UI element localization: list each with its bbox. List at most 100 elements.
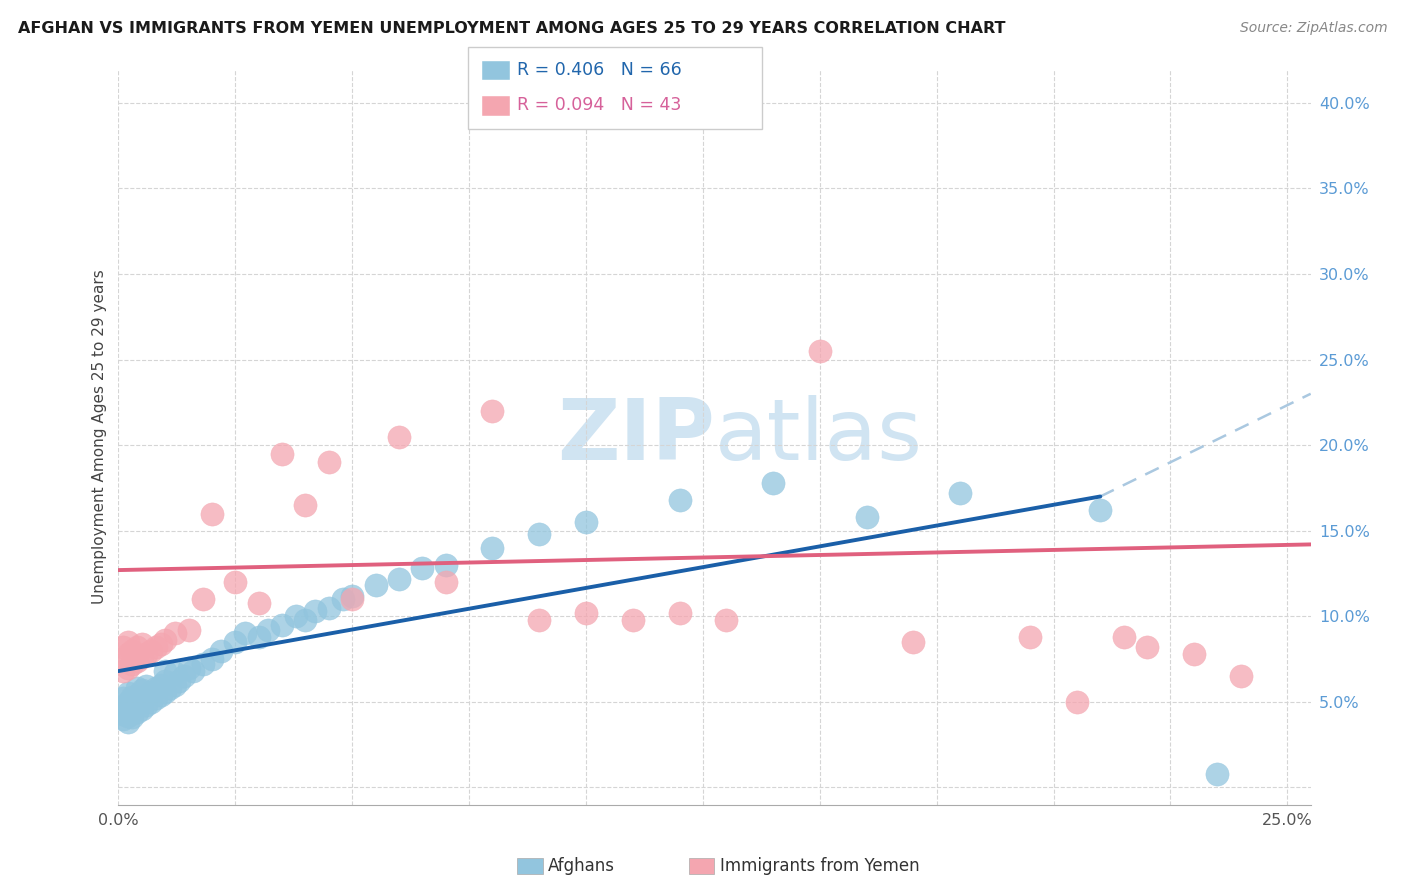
Point: [224, 635, 246, 649]
Point: [481, 541, 503, 555]
Point: [121, 643, 143, 657]
Point: [903, 635, 925, 649]
Point: [117, 686, 139, 700]
Point: [153, 674, 176, 689]
Point: [181, 664, 204, 678]
Point: [121, 690, 143, 704]
Point: [141, 643, 163, 657]
Point: [668, 606, 690, 620]
Point: [135, 680, 157, 694]
Point: [1019, 630, 1042, 644]
Point: [112, 652, 135, 666]
Point: [294, 613, 316, 627]
Point: [257, 623, 280, 637]
Point: [117, 715, 139, 730]
Point: [233, 626, 256, 640]
Point: [131, 682, 153, 697]
Point: [131, 650, 153, 665]
Point: [1090, 503, 1112, 517]
Point: [117, 647, 139, 661]
Point: [112, 712, 135, 726]
Point: [191, 592, 214, 607]
Point: [149, 637, 172, 651]
Point: [388, 572, 411, 586]
Point: [285, 609, 308, 624]
Point: [149, 688, 172, 702]
Point: [855, 510, 877, 524]
Point: [209, 643, 232, 657]
Text: ZIP: ZIP: [557, 395, 714, 478]
Point: [1206, 766, 1229, 780]
Point: [529, 527, 551, 541]
Point: [159, 681, 181, 696]
Point: [318, 455, 340, 469]
Text: atlas: atlas: [714, 395, 922, 478]
Point: [304, 604, 326, 618]
Point: [177, 660, 200, 674]
Point: [1066, 695, 1088, 709]
Point: [131, 637, 153, 651]
Point: [127, 640, 149, 654]
Point: [163, 626, 186, 640]
Point: [364, 578, 387, 592]
Point: [112, 664, 135, 678]
Point: [808, 343, 831, 358]
Point: [127, 698, 149, 713]
Point: [529, 613, 551, 627]
Point: [163, 665, 186, 680]
Point: [112, 706, 135, 721]
Point: [388, 429, 411, 443]
Point: [135, 698, 157, 713]
Point: [1182, 647, 1205, 661]
Point: [141, 684, 163, 698]
Point: [1229, 669, 1251, 683]
Point: [716, 613, 738, 627]
Point: [149, 678, 172, 692]
Point: [121, 657, 143, 672]
Point: [1112, 630, 1135, 644]
Text: Immigrants from Yemen: Immigrants from Yemen: [720, 857, 920, 875]
Point: [342, 592, 364, 607]
Point: [121, 703, 143, 717]
Point: [141, 695, 163, 709]
Point: [127, 654, 149, 668]
Point: [621, 613, 644, 627]
Text: R = 0.406   N = 66: R = 0.406 N = 66: [517, 61, 682, 78]
Text: Afghans: Afghans: [548, 857, 616, 875]
Point: [575, 606, 598, 620]
Point: [131, 693, 153, 707]
Point: [318, 600, 340, 615]
Point: [135, 690, 157, 704]
Point: [153, 684, 176, 698]
Point: [668, 492, 690, 507]
Point: [112, 640, 135, 654]
Point: [332, 592, 354, 607]
Point: [271, 618, 294, 632]
Point: [112, 691, 135, 706]
Point: [163, 678, 186, 692]
Point: [117, 702, 139, 716]
Point: [121, 697, 143, 711]
Point: [575, 515, 598, 529]
Point: [127, 690, 149, 704]
Point: [247, 596, 270, 610]
Point: [191, 657, 214, 672]
Point: [173, 669, 195, 683]
Point: [294, 498, 316, 512]
Point: [224, 575, 246, 590]
Point: [127, 681, 149, 696]
Point: [112, 700, 135, 714]
Point: [117, 660, 139, 674]
Point: [121, 710, 143, 724]
Point: [145, 681, 167, 696]
Point: [153, 633, 176, 648]
Point: [762, 475, 785, 490]
Point: [127, 705, 149, 719]
Point: [145, 691, 167, 706]
Point: [153, 664, 176, 678]
Point: [271, 447, 294, 461]
Point: [342, 589, 364, 603]
Point: [117, 708, 139, 723]
Point: [167, 674, 190, 689]
Point: [434, 575, 457, 590]
